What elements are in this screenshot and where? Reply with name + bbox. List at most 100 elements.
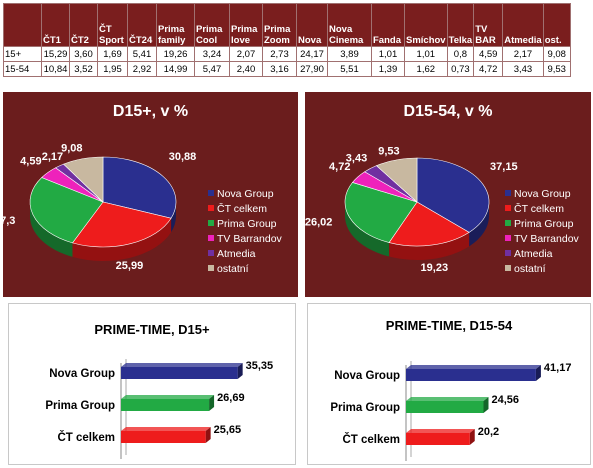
pie-slice [29,177,104,244]
pie-value-label: 37,15 [490,161,518,173]
legend-label: Prima Group [514,218,574,230]
table-cell: 5,51 [327,61,372,77]
bar-value-label: 24,56 [492,394,520,406]
bar-side [483,397,489,413]
table-cell: 3,52 [69,61,98,77]
legend-swatch [505,190,511,196]
table-cell: 3,16 [262,61,297,77]
column-header: ČT Sport [97,3,128,47]
pie-value-label: 30,88 [169,151,197,163]
column-header: Nova [296,3,328,47]
category-label: Prima Group [45,400,115,412]
bar-side [205,427,211,443]
bar-title: PRIME-TIME, D15-54 [386,318,513,333]
column-header: Prima love [229,3,263,47]
column-header: Smíchov [404,3,448,47]
bar [406,433,470,445]
table-cell: 5,47 [194,61,230,77]
pie-panel-d15-54: D15-54, v % 37,15 19,23 26,02 4,72 3,43 9,53 No… [305,92,591,297]
column-header: Prima Cool [194,3,230,47]
bar-panel-d15: PRIME-TIME, D15+ Nova Group 35,35 Prima Gro… [8,303,296,465]
table-cell: 0,73 [446,61,475,77]
legend-label: TV Barrandov [514,233,580,245]
pie-slice-side [469,202,489,247]
table-cell: 3,89 [327,46,372,62]
table-cell: 2,40 [229,61,263,77]
pie-value-label: 9,08 [61,142,82,154]
column-header: Atmedia [502,3,544,47]
pie-slice [416,157,490,233]
legend-label: TV Barrandov [217,233,283,245]
pie-title: D15-54, v % [404,103,493,120]
table-row: 15+ 15,29 3,60 1,69 5,41 19,26 3,24 2,07 2,73 24,… [3,46,571,62]
pie-slice [63,156,104,203]
table-cell: 2,92 [127,61,157,77]
table-cell: 1,62 [404,61,448,77]
pie-chart-d15-54: D15-54, v % 37,15 19,23 26,02 4,723,43 9,53 No… [305,103,580,275]
bar [406,369,536,381]
pie-value-label: 4,72 [329,161,350,173]
bar-top [121,427,211,431]
table-header-row: ČT1 ČT2 ČT Sport ČT24 Prima family Prima… [3,3,571,47]
category-label: ČT celkem [342,433,400,446]
pie-slice [344,182,418,243]
legend-label: ostatní [217,263,249,275]
bar-top [406,397,489,401]
bar [406,401,484,413]
table-cell: 27,90 [296,61,328,77]
legend-label: ČT celkem [514,202,564,215]
bar [121,431,206,443]
pie-value-label: 3,43 [346,152,367,164]
bar-top [121,395,215,399]
legend-swatch [208,235,214,241]
table-row: 15-54 10,84 3,52 1,95 2,92 14,99 5,47 2,40 3,16 2… [3,61,571,77]
table-cell: 2,17 [502,46,544,62]
pie-value-label: 27,3 [3,215,15,227]
legend-swatch [505,250,511,256]
column-header: ČT1 [41,3,70,47]
table-cell: 14,99 [156,61,195,77]
legend-swatch [208,220,214,226]
legend-swatch [208,250,214,256]
bar-top [121,363,243,367]
table-corner [3,3,42,47]
table-cell: 10,84 [41,61,70,77]
legend-label: Prima Group [217,218,277,230]
legend-swatch [505,220,511,226]
legend-swatch [208,205,214,211]
legend-label: Nova Group [514,188,571,200]
pie-panel-d15: D15+, v % 30,88 25,99 27,3 4,592,179,08 Nova … [3,92,298,297]
table-cell: 3,43 [502,61,544,77]
table-cell: 4,72 [473,61,504,77]
pie-value-label: 19,23 [421,262,449,274]
category-label: Nova Group [49,368,115,380]
column-header: Prima Zoom [262,3,297,47]
table-cell: 1,01 [404,46,448,62]
pie-slice-side [389,232,470,260]
column-header: ČT2 [69,3,98,47]
bar-side [469,429,475,445]
pie-value-label: 9,53 [378,145,399,157]
column-header: ost. [542,3,571,47]
pie-slice [388,201,470,247]
legend-swatch [505,205,511,211]
pie-slice-side [345,202,390,257]
pie-slice-side [30,202,73,257]
bar-chart-d15: PRIME-TIME, D15+ Nova Group 35,35 Prima Gro… [45,322,273,459]
bar-value-label: 20,2 [478,426,499,438]
bar-chart-d15-54: PRIME-TIME, D15-54 Nova Group 41,17 Prima G… [330,318,572,461]
ratings-table: ČT1 ČT2 ČT Sport ČT24 Prima family Prima… [3,3,571,77]
table-cell: 9,08 [542,46,571,62]
legend-label: Nova Group [217,188,274,200]
row-label: 15+ [3,46,42,62]
table-cell: 1,01 [371,46,405,62]
column-header: TV BAR [473,3,504,47]
table-cell: 2,07 [229,46,263,62]
column-header: Telka [446,3,475,47]
table-cell: 19,26 [156,46,195,62]
legend-swatch [505,265,511,271]
table-cell: 3,60 [69,46,98,62]
pie-value-label: 4,59 [20,155,41,167]
bar [121,367,238,379]
bar-value-label: 41,17 [544,362,572,374]
